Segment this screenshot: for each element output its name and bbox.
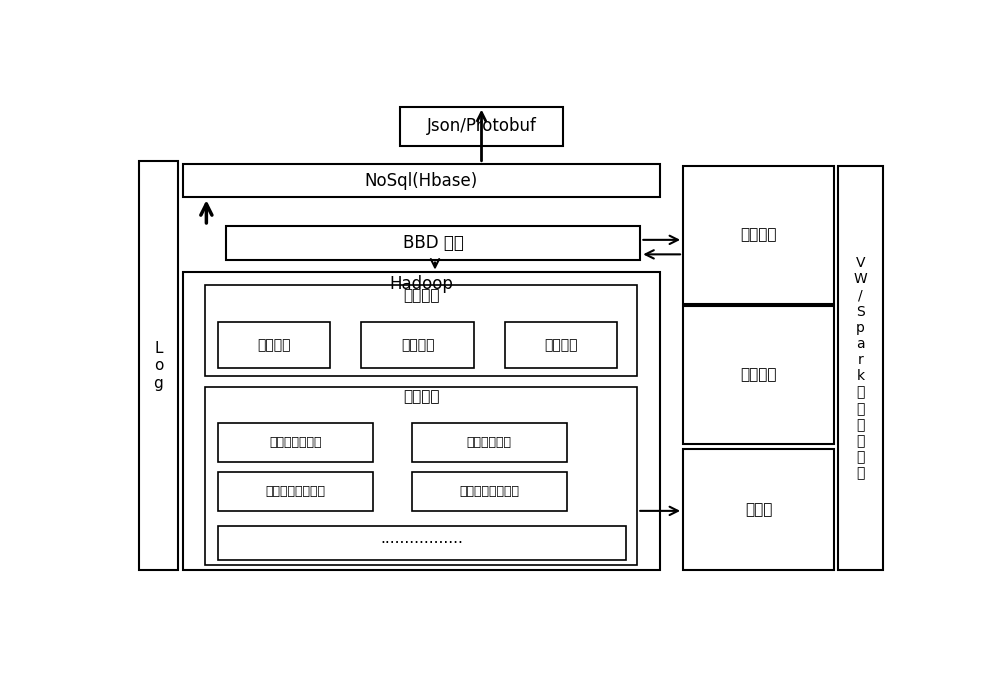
Bar: [205, 386, 637, 565]
Bar: [218, 526, 626, 560]
Bar: [218, 322, 330, 368]
Text: 商业画像: 商业画像: [544, 338, 578, 352]
Text: 特征数据: 特征数据: [403, 390, 439, 404]
Bar: [683, 449, 834, 571]
Text: 销售线索特征数据: 销售线索特征数据: [459, 485, 519, 498]
Bar: [361, 322, 474, 368]
Text: 通用特征数据: 通用特征数据: [467, 435, 512, 449]
Text: L
o
g: L o g: [153, 341, 163, 390]
Bar: [400, 107, 563, 145]
Bar: [412, 423, 567, 462]
Text: 用户行为特征数据: 用户行为特征数据: [266, 485, 326, 498]
Bar: [183, 273, 660, 571]
Bar: [505, 322, 617, 368]
Bar: [226, 226, 640, 260]
Bar: [183, 164, 660, 197]
Bar: [838, 166, 883, 571]
Bar: [218, 472, 373, 511]
Text: 模型融合: 模型融合: [740, 227, 777, 242]
Bar: [683, 306, 834, 444]
Text: V
W
/
S
p
a
r
k
并
行
计
算
平
台: V W / S p a r k 并 行 计 算 平 台: [854, 256, 867, 481]
Text: Hadoop: Hadoop: [390, 275, 453, 293]
Bar: [683, 166, 834, 304]
Text: NoSql(Hbase): NoSql(Hbase): [365, 172, 478, 190]
Bar: [218, 423, 373, 462]
Text: 冷启动特征数据: 冷启动特征数据: [269, 435, 322, 449]
Bar: [205, 285, 637, 376]
Text: ·················: ·················: [381, 536, 464, 551]
Text: 算法层: 算法层: [745, 502, 772, 517]
Bar: [139, 161, 178, 571]
Text: 兴趣画像: 兴趣画像: [401, 338, 434, 352]
Text: Json/Protobuf: Json/Protobuf: [427, 117, 536, 135]
Bar: [412, 472, 567, 511]
Text: 画像数据: 画像数据: [403, 288, 439, 304]
Text: 基础画像: 基础画像: [257, 338, 291, 352]
Text: 模型学习: 模型学习: [740, 367, 777, 382]
Text: BBD 模型: BBD 模型: [403, 234, 464, 252]
